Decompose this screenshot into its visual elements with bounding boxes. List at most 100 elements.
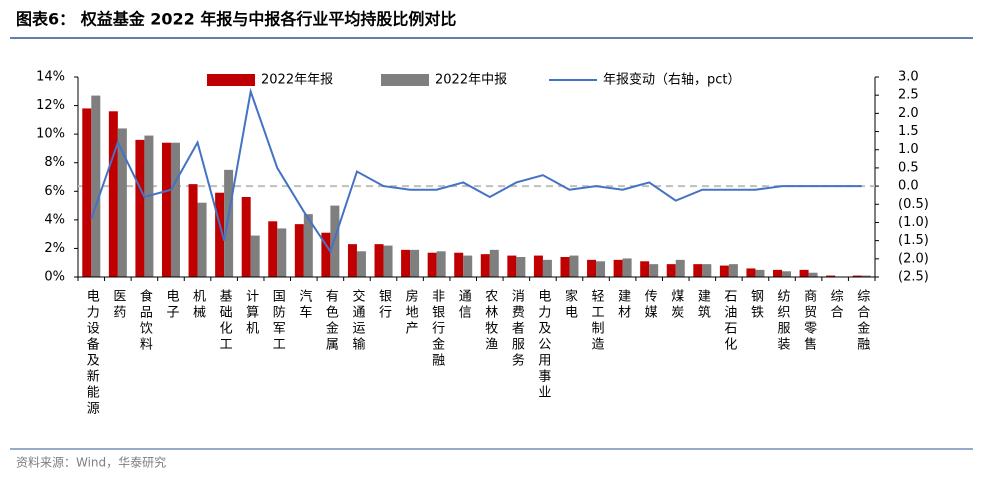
y2-tick-label: 0.0 — [898, 179, 919, 194]
bar — [596, 261, 606, 277]
y2-tick-label: (0.5) — [898, 197, 929, 212]
bar — [250, 235, 260, 277]
x-tick-label: 有色金属 — [323, 289, 339, 353]
bar — [489, 249, 499, 277]
bar — [410, 249, 420, 277]
legend-swatch — [381, 74, 429, 86]
bar — [622, 258, 632, 277]
bar — [799, 269, 809, 277]
bar — [861, 275, 871, 277]
x-tick-label: 汽车 — [296, 289, 312, 321]
source: 资料来源：Wind，华泰研究 — [16, 455, 166, 470]
bar — [719, 265, 729, 277]
x-tick-label: 电力设备及新能源 — [84, 289, 100, 417]
bar — [826, 275, 836, 277]
bar — [144, 135, 154, 277]
bar — [746, 268, 756, 277]
bar — [161, 142, 171, 277]
bar — [808, 272, 818, 277]
bar — [108, 111, 118, 278]
legend-label: 2022年年报 — [261, 73, 333, 88]
legend-label: 年报变动（右轴，pct） — [603, 72, 741, 88]
bar — [427, 252, 437, 277]
x-tick-label: 轻工制造 — [589, 289, 605, 353]
x-tick-label: 机械 — [190, 289, 206, 321]
line — [90, 87, 862, 254]
bar — [117, 128, 127, 277]
bar — [383, 245, 393, 277]
x-tick-label: 传媒 — [642, 289, 658, 321]
x-tick-label: 纺织服装 — [775, 289, 791, 353]
y2-tick-label: (1.0) — [898, 215, 929, 230]
bar — [507, 255, 517, 277]
x-tick-label: 煤炭 — [668, 289, 684, 321]
bar — [773, 269, 783, 277]
x-tick-label: 房地产 — [403, 288, 419, 337]
x-tick-label: 石油石化 — [721, 289, 737, 353]
x-tick-label: 建筑 — [695, 289, 711, 321]
x-tick-label: 综合 — [828, 289, 844, 321]
bar — [356, 251, 366, 277]
bar — [303, 214, 313, 277]
bar — [294, 224, 304, 277]
bar — [516, 257, 526, 277]
bar — [436, 251, 446, 277]
x-tick-label: 消费者服务 — [509, 289, 525, 369]
bar — [321, 232, 331, 277]
chart-title: 图表6： 权益基金 2022 年报与中报各行业平均持股比例对比 — [16, 10, 456, 29]
bar — [401, 249, 411, 277]
legend-swatch — [207, 74, 255, 86]
bar — [215, 192, 225, 277]
x-tick-label: 电子 — [163, 289, 179, 321]
bar — [569, 255, 579, 277]
y2-tick-label: 3.0 — [898, 70, 919, 85]
bar — [197, 202, 207, 277]
bar — [82, 108, 92, 277]
bar — [374, 244, 384, 277]
x-tick-label: 商贸零售 — [801, 289, 817, 353]
y-tick-label: 8% — [44, 155, 65, 170]
bar — [135, 139, 145, 277]
y2-tick-label: 0.5 — [898, 160, 919, 175]
x-tick-label: 农林牧渔 — [482, 289, 498, 353]
x-tick-label: 综合金融 — [854, 289, 870, 353]
bar — [347, 244, 357, 277]
bar — [91, 95, 101, 277]
x-tick-label: 电力及公用事业 — [535, 289, 551, 401]
bar — [241, 197, 251, 277]
bar — [755, 269, 765, 277]
x-tick-label: 通信 — [456, 289, 472, 321]
bar — [277, 228, 287, 277]
y-tick-label: 14% — [36, 70, 65, 85]
bar — [587, 259, 597, 277]
x-tick-label: 交通运输 — [349, 288, 365, 353]
x-tick-label: 建材 — [615, 289, 631, 321]
bar — [454, 252, 464, 277]
bar — [463, 255, 473, 277]
x-tick-label: 基础化工 — [217, 289, 233, 353]
bar — [268, 221, 278, 277]
bar — [693, 264, 703, 277]
y-tick-label: 10% — [36, 127, 65, 142]
bar — [533, 255, 543, 277]
y2-tick-label: (2.0) — [898, 251, 929, 266]
bar — [224, 169, 234, 277]
bar — [542, 259, 552, 277]
bar — [728, 264, 738, 277]
bar — [330, 205, 340, 277]
y2-tick-label: 1.0 — [898, 142, 919, 157]
y2-tick-label: (1.5) — [898, 233, 929, 248]
y-tick-label: 12% — [36, 98, 65, 113]
bar — [613, 259, 623, 277]
x-tick-label: 钢铁 — [748, 289, 764, 321]
y-tick-label: 4% — [44, 212, 65, 227]
y-tick-label: 0% — [44, 270, 65, 285]
y2-tick-label: 1.5 — [898, 124, 919, 139]
y-tick-label: 6% — [44, 184, 65, 199]
bar — [188, 184, 198, 277]
bar — [170, 142, 180, 277]
y2-tick-label: (2.5) — [898, 270, 929, 285]
bar — [480, 254, 490, 277]
bar — [666, 264, 676, 277]
